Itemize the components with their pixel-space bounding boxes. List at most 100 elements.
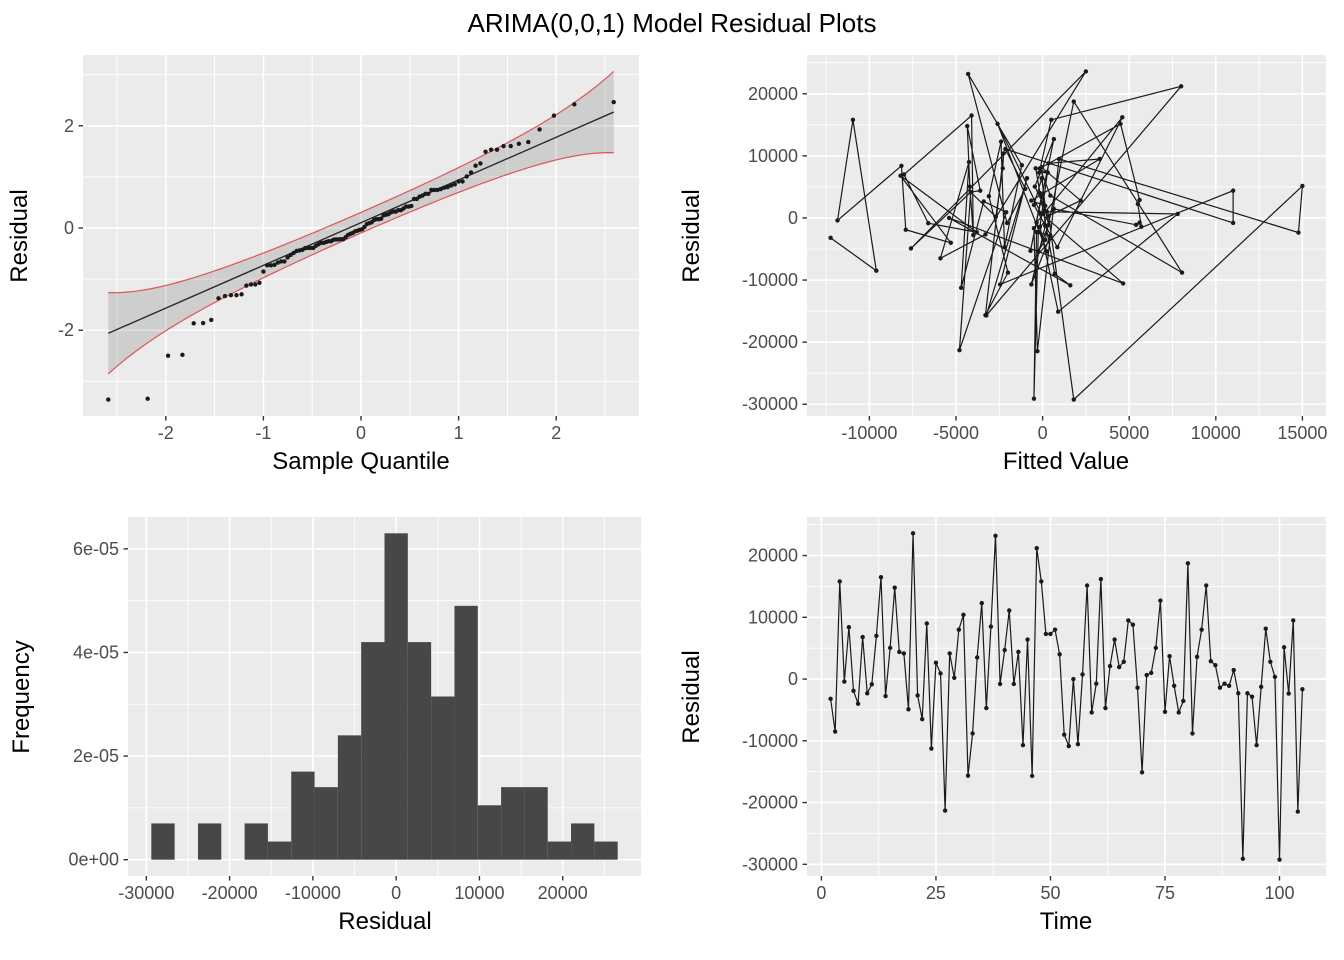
qq-point [265,263,270,268]
fitted-data-point [1230,188,1236,193]
fitted-y-tick-label: 20000 [748,84,798,104]
time-data-point [920,716,925,722]
time-data-point [1075,742,1081,747]
qq-point [468,170,474,175]
time-data-point [1149,670,1154,676]
histogram-bar [501,787,525,860]
fitted-y-tick-label: -30000 [742,394,798,414]
qq-point [456,179,461,184]
fitted-data-point [1051,136,1057,142]
fitted-data-point [898,173,903,178]
time-data-point [1295,809,1301,814]
fitted-data-point [969,113,974,118]
time-data-point [1011,681,1017,687]
fitted-y-tick-label: -20000 [742,332,798,352]
histogram-bar [291,771,315,860]
fitted-data-point [1120,115,1125,120]
fitted-data-point [1097,156,1102,162]
fitted-data-point [1036,249,1041,254]
qq-point [464,174,469,179]
fitted-data-point [971,232,976,238]
fitted-data-point [1046,213,1051,218]
time-data-point [1236,691,1241,696]
qq-y-axis-title: Residual [6,189,33,283]
qq-point [106,397,111,402]
time-data-point [892,585,897,590]
time-data-point [860,634,865,640]
fitted-data-point [978,188,983,193]
time-x-tick-label: 25 [926,883,946,903]
qq-band-upper-edge [108,70,615,294]
fitted-x-tick-label: 5000 [1109,423,1149,443]
fitted-data-point [1031,396,1037,401]
fitted-data-point [1038,211,1044,216]
fitted-data-point [967,184,973,189]
time-data-point [1126,618,1131,623]
qq-point [200,320,206,326]
fitted-data-point [1139,224,1144,229]
qq-point [244,283,249,288]
fitted-data-point [1068,283,1073,288]
time-data-point [1158,598,1163,603]
time-data-layer [828,531,1305,862]
time-data-point [1089,710,1094,715]
fitted-data-point [1137,220,1142,225]
qq-point [460,179,465,184]
qq-point [180,352,185,358]
fitted-data-point [1032,184,1038,189]
fitted-data-point [1019,162,1025,168]
fitted-data-point [908,246,914,251]
time-data-point [1254,742,1259,748]
time-y-tick-label: -30000 [742,854,798,874]
time-data-point [1153,645,1159,651]
fitted-data-point [1028,248,1033,254]
qq-point [452,182,457,187]
fitted-data-point [983,232,988,237]
qq-point [285,255,290,260]
time-data-point [1039,579,1044,584]
time-y-tick-label: -20000 [742,793,798,813]
time-data-point [1007,608,1012,613]
qq-reference-line [107,111,615,334]
fitted-data-point [995,121,1000,127]
fitted-data-point [957,348,962,353]
fitted-data-point [1071,397,1076,402]
qq-point [494,147,500,152]
time-data-point [1112,637,1117,642]
time-data-point [1194,654,1200,660]
time-data-point [924,621,929,626]
qq-point [483,149,488,154]
qq-point [216,296,221,301]
fitted-data-point [1031,226,1037,231]
hist-y-tick-label: 4e-05 [73,642,119,662]
time-data-point [1057,652,1062,657]
fitted-data-point [1300,183,1305,189]
qq-point [409,203,414,209]
fitted-data-point [1179,270,1185,275]
time-data-point [1258,684,1264,689]
qq-x-tick-label: 2 [551,423,561,443]
histogram-bar [524,787,548,860]
fitted-data-point [1029,198,1034,203]
time-data-point [938,671,943,676]
qq-point [501,143,506,149]
fitted-data-point [835,218,840,223]
qq-point [611,99,616,105]
fitted-data-point [1033,166,1038,171]
time-data-point [1176,710,1181,715]
time-y-tick-label: -10000 [742,731,798,751]
fitted-data-point [1024,176,1030,181]
time-data-point [1300,687,1305,692]
qq-point [441,185,447,190]
hist-x-tick-label: 10000 [454,883,504,903]
time-data-point [1048,631,1053,637]
time-data-point [1167,654,1172,659]
qq-point [191,321,196,326]
time-data-point [997,681,1003,687]
time-data-point [846,624,852,630]
time-data-point [1185,561,1191,566]
time-data-point [1226,683,1232,689]
qq-point [488,147,494,152]
time-data-point [897,649,902,655]
